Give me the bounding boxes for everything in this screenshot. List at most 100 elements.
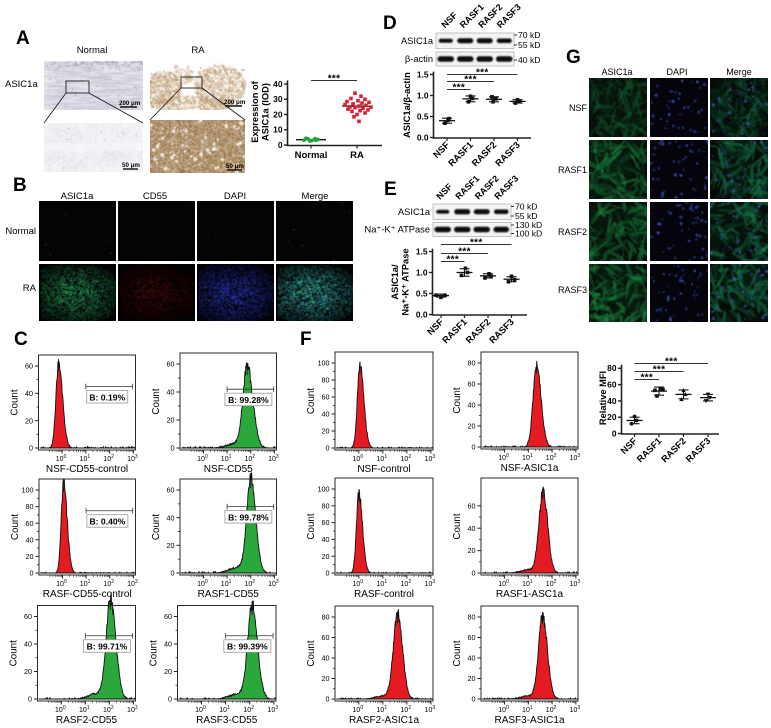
svg-text:20: 20	[607, 412, 617, 422]
svg-text:200 μm: 200 μm	[224, 99, 246, 106]
svg-text:100: 100	[498, 705, 509, 714]
svg-text:RASF3: RASF3	[684, 436, 713, 465]
svg-text:70 kD: 70 kD	[515, 201, 537, 211]
svg-text:Na⁺-K⁺ ATPase: Na⁺-K⁺ ATPase	[365, 225, 430, 235]
svg-text:RASF1: RASF1	[558, 165, 587, 175]
svg-text:40: 40	[322, 535, 330, 544]
svg-text:100: 100	[56, 579, 67, 588]
svg-text:101: 101	[80, 579, 91, 588]
svg-text:***: ***	[328, 74, 341, 85]
svg-text:40: 40	[26, 535, 34, 544]
svg-text:20: 20	[468, 422, 476, 431]
svg-text:55 kD: 55 kD	[518, 40, 540, 50]
svg-text:***: ***	[665, 357, 678, 368]
svg-text:Count: Count	[306, 513, 317, 539]
svg-text:102: 102	[244, 579, 255, 588]
svg-text:RA: RA	[350, 150, 364, 161]
svg-text:RASF1: RASF1	[446, 140, 475, 169]
svg-text:ASIC1a/β-actin: ASIC1a/β-actin	[402, 72, 412, 138]
svg-text:20: 20	[468, 546, 476, 555]
svg-text:40: 40	[322, 654, 330, 663]
svg-text:20: 20	[25, 416, 33, 425]
svg-text:0: 0	[168, 695, 172, 704]
svg-text:ASIC1a: ASIC1a	[398, 207, 431, 217]
svg-text:100: 100	[56, 454, 67, 463]
svg-text:DAPI: DAPI	[666, 67, 687, 77]
svg-text:103: 103	[127, 454, 138, 463]
svg-text:0: 0	[326, 569, 330, 578]
svg-text:RASF2-ASIC1a: RASF2-ASIC1a	[349, 715, 419, 726]
svg-text:0: 0	[472, 569, 476, 578]
svg-text:Na⁺-K⁺ ATPase: Na⁺-K⁺ ATPase	[401, 248, 411, 315]
svg-text:20: 20	[273, 109, 283, 119]
svg-text:Normal: Normal	[77, 45, 108, 56]
svg-text:β-actin: β-actin	[405, 54, 433, 64]
svg-text:***: ***	[446, 255, 459, 266]
svg-text:60: 60	[24, 612, 32, 621]
svg-text:Count: Count	[10, 389, 21, 415]
svg-text:B: 99.71%: B: 99.71%	[87, 642, 128, 652]
svg-text:RASF1: RASF1	[635, 436, 664, 465]
svg-text:80: 80	[607, 363, 617, 373]
svg-text:103: 103	[268, 454, 279, 463]
svg-text:101: 101	[79, 705, 90, 714]
svg-text:RA: RA	[23, 283, 37, 294]
svg-text:102: 102	[103, 579, 114, 588]
svg-text:102: 102	[546, 705, 557, 714]
svg-text:40: 40	[468, 401, 476, 410]
svg-text:Merge: Merge	[726, 67, 752, 77]
svg-text:100: 100	[498, 453, 509, 462]
svg-text:RASF2: RASF2	[558, 227, 587, 237]
svg-text:103: 103	[425, 454, 436, 463]
svg-text:0.5: 0.5	[416, 288, 428, 298]
svg-text:0: 0	[472, 695, 476, 704]
svg-text:B: B	[13, 175, 27, 196]
svg-text:***: ***	[640, 373, 653, 384]
svg-text:100: 100	[353, 705, 364, 714]
svg-text:101: 101	[80, 454, 91, 463]
svg-text:0: 0	[326, 695, 330, 704]
svg-text:103: 103	[127, 579, 138, 588]
svg-text:***: ***	[476, 68, 489, 79]
svg-text:Count: Count	[9, 640, 20, 666]
svg-text:130 kD: 130 kD	[515, 220, 542, 230]
svg-text:100: 100	[318, 485, 330, 494]
svg-text:B: 99.28%: B: 99.28%	[228, 395, 269, 405]
svg-text:40 kD: 40 kD	[518, 55, 540, 65]
svg-text:40: 40	[468, 654, 476, 663]
svg-text:NSF: NSF	[619, 436, 639, 456]
svg-text:RASF1-ASC1a: RASF1-ASC1a	[496, 589, 564, 600]
svg-text:***: ***	[653, 365, 666, 376]
svg-text:60: 60	[25, 362, 33, 371]
svg-text:103: 103	[268, 579, 279, 588]
svg-text:0: 0	[171, 444, 175, 453]
svg-text:103: 103	[570, 705, 581, 714]
svg-text:Count: Count	[151, 514, 162, 540]
svg-text:Count: Count	[10, 514, 21, 540]
svg-text:102: 102	[401, 454, 412, 463]
svg-text:60: 60	[468, 501, 476, 510]
svg-text:Merge: Merge	[302, 191, 329, 202]
svg-text:100: 100	[197, 454, 208, 463]
svg-text:Count: Count	[151, 388, 162, 414]
svg-text:0: 0	[472, 443, 476, 452]
svg-text:B: 0.40%: B: 0.40%	[89, 517, 125, 527]
svg-text:40: 40	[607, 396, 617, 406]
svg-text:40: 40	[273, 79, 283, 89]
svg-text:40: 40	[322, 410, 330, 419]
svg-text:20: 20	[24, 667, 32, 676]
svg-text:100: 100	[353, 579, 364, 588]
svg-text:40: 40	[24, 640, 32, 649]
svg-text:103: 103	[425, 705, 436, 714]
svg-text:60: 60	[468, 380, 476, 389]
svg-text:100 kD: 100 kD	[515, 228, 542, 238]
svg-text:20: 20	[167, 541, 175, 550]
svg-text:NSF: NSF	[439, 10, 459, 30]
svg-text:RASF2-CD55: RASF2-CD55	[56, 715, 118, 726]
svg-text:102: 102	[401, 705, 412, 714]
svg-text:B: 99.39%: B: 99.39%	[227, 642, 268, 652]
svg-text:101: 101	[221, 454, 232, 463]
svg-text:200 μm: 200 μm	[119, 100, 141, 107]
svg-text:RASF3: RASF3	[493, 140, 522, 169]
svg-text:60: 60	[26, 519, 34, 528]
